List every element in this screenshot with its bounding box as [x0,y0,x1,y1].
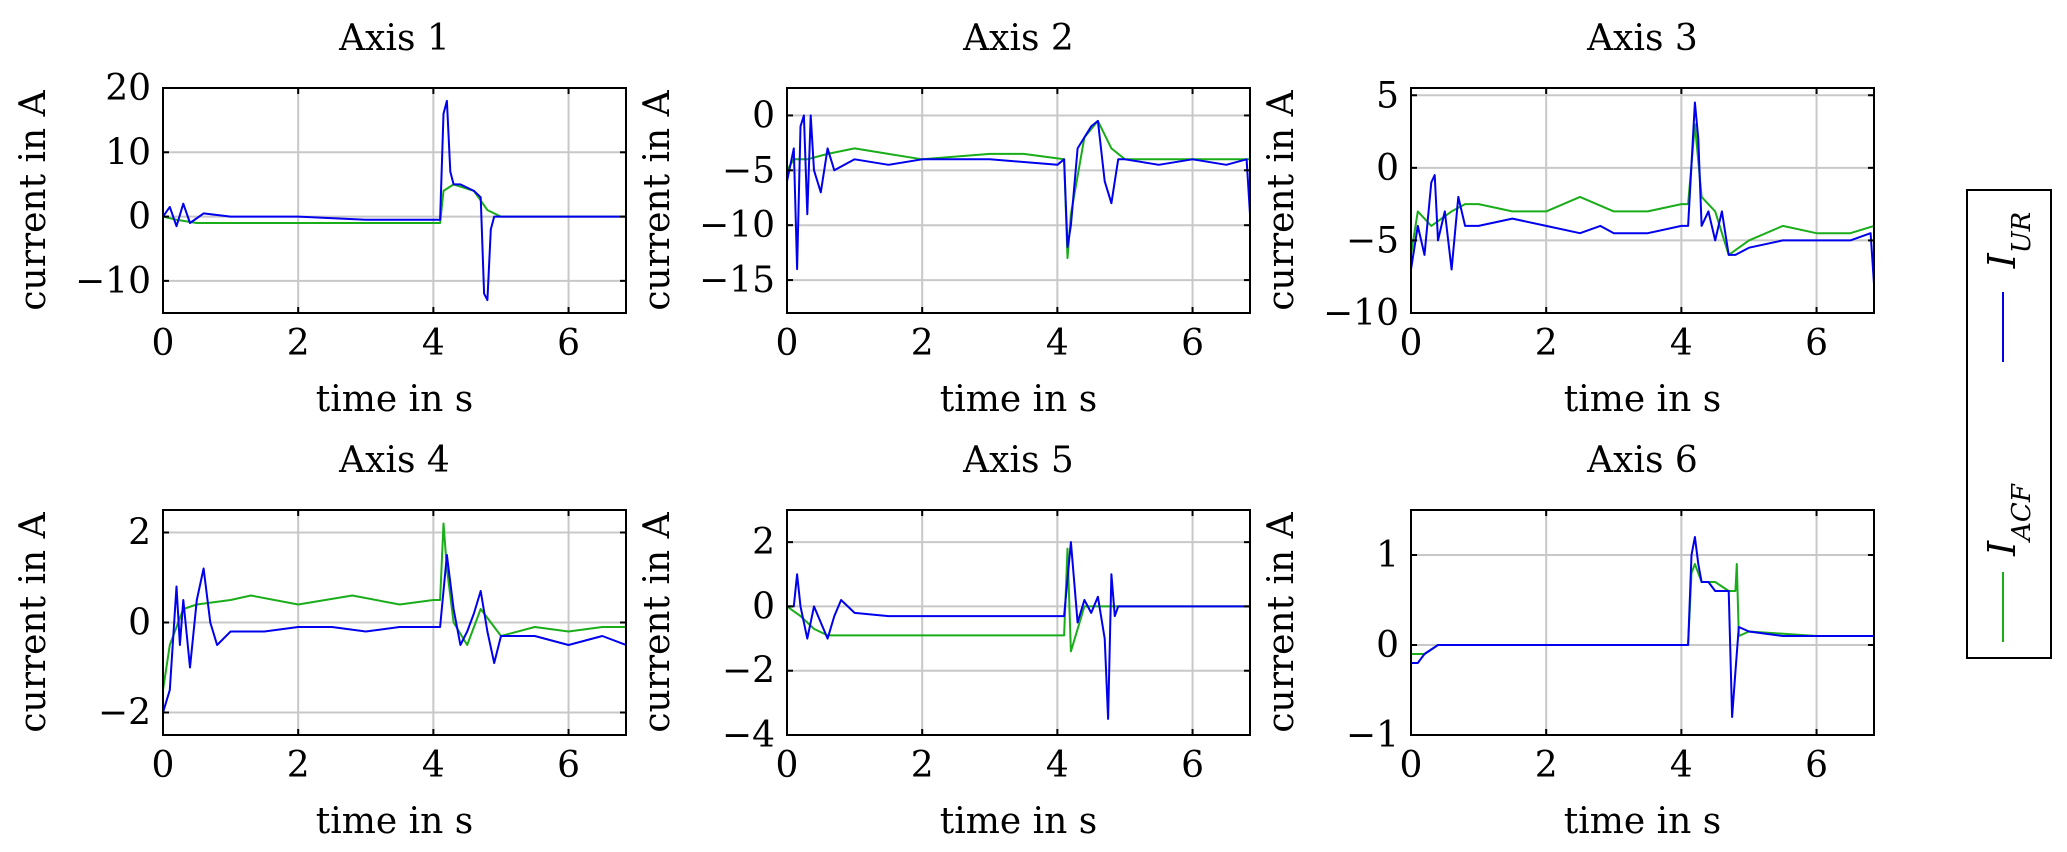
x-axis-label: time in s [316,379,473,420]
subplot-axis-3: 0 2 4 6 −10 −5 0 5 Axis 3 time in s current in A [1261,18,1875,420]
y-tick-label: 20 [105,68,151,109]
x-tick-label: 0 [152,745,175,786]
y-tick-label: 2 [128,513,151,554]
series-line-iacf [1411,123,1874,256]
x-tick-label: 2 [287,745,310,786]
plot-area [163,88,626,313]
x-tick-label: 4 [422,745,445,786]
x-tick-label: 4 [422,323,445,364]
x-tick-label: 2 [1535,745,1558,786]
series-line-iur [787,541,1250,720]
subplot-title: Axis 6 [1586,440,1698,481]
y-tick-label: −5 [722,150,775,191]
plot-area [1411,510,1874,735]
y-tick-label: −10 [699,205,775,246]
y-tick-label: 0 [752,95,775,136]
y-tick-label: −4 [722,715,775,756]
x-axis-label: time in s [316,801,473,842]
y-tick-label: −2 [722,651,775,692]
subplot-axis-5: 0 2 4 6 −4 −2 0 2 Axis 5 time in s current in A [637,440,1251,842]
y-tick-label: 0 [128,197,151,238]
subplot-axis-2: 0 2 4 6 −15 −10 −5 0 Axis 2 time in s current in A [637,18,1251,420]
x-axis-label: time in s [940,379,1097,420]
legend: IUR IACF [1966,189,2052,659]
x-tick-label: 6 [1181,323,1204,364]
series-line-iacf [787,547,1250,653]
subplot-title: Axis 3 [1586,18,1698,59]
x-tick-label: 0 [152,323,175,364]
y-tick-label: 0 [752,586,775,627]
legend-label-iacf: IACF [1980,483,2037,557]
y-tick-label: −10 [75,261,151,302]
y-tick-label: −2 [98,693,151,734]
x-axis-label: time in s [1564,379,1721,420]
y-tick-label: 5 [1376,75,1399,116]
y-axis-label: current in A [1261,511,1302,732]
y-axis-label: current in A [637,511,678,732]
x-tick-label: 4 [1670,745,1693,786]
series-line-iur [1411,536,1874,718]
x-tick-label: 4 [1046,323,1069,364]
axes-frame [786,87,1251,314]
y-tick-label: −15 [699,260,775,301]
y-tick-label: −1 [1346,715,1399,756]
x-axis-label: time in s [1564,801,1721,842]
axes-frame [786,509,1251,736]
axes-frame [162,87,627,314]
series-line-iur [1411,101,1874,285]
y-axis-label: current in A [13,511,54,732]
y-axis-label: current in A [637,89,678,310]
x-tick-label: 0 [1400,745,1423,786]
axes-frame [1410,509,1875,736]
x-tick-label: 6 [1805,323,1828,364]
y-axis-label: current in A [1261,89,1302,310]
y-axis-label: current in A [13,89,54,310]
legend-box [1966,189,2052,659]
y-tick-label: 2 [752,522,775,563]
x-tick-label: 0 [776,745,799,786]
subplot-title: Axis 2 [962,18,1074,59]
x-tick-label: 4 [1046,745,1069,786]
x-tick-label: 2 [911,745,934,786]
x-axis-label: time in s [940,801,1097,842]
x-tick-label: 6 [1181,745,1204,786]
y-tick-label: 1 [1376,535,1399,576]
x-tick-label: 6 [557,323,580,364]
series-line-iacf [163,183,626,224]
x-tick-label: 2 [287,323,310,364]
x-tick-label: 0 [776,323,799,364]
x-tick-label: 2 [1535,323,1558,364]
series-line-iur [163,99,626,302]
series-line-iur [163,554,626,713]
x-tick-label: 0 [1400,323,1423,364]
y-tick-label: 0 [128,603,151,644]
y-tick-label: 0 [1376,148,1399,189]
y-tick-label: 10 [105,132,151,173]
plot-area [787,88,1250,313]
series-line-iur [787,114,1250,271]
x-tick-label: 6 [1805,745,1828,786]
subplot-title: Axis 1 [338,18,450,59]
x-tick-label: 4 [1670,323,1693,364]
axes-frame [1410,87,1875,314]
y-tick-label: −5 [1346,220,1399,261]
x-tick-label: 6 [557,745,580,786]
plot-area [787,510,1250,735]
y-tick-label: −10 [1323,293,1399,334]
legend-label-iur: IUR [1980,212,2037,270]
subplot-title: Axis 4 [338,440,450,481]
x-tick-label: 2 [911,323,934,364]
plot-area [1411,88,1874,313]
subplot-title: Axis 5 [962,440,1074,481]
y-tick-label: 0 [1376,625,1399,666]
